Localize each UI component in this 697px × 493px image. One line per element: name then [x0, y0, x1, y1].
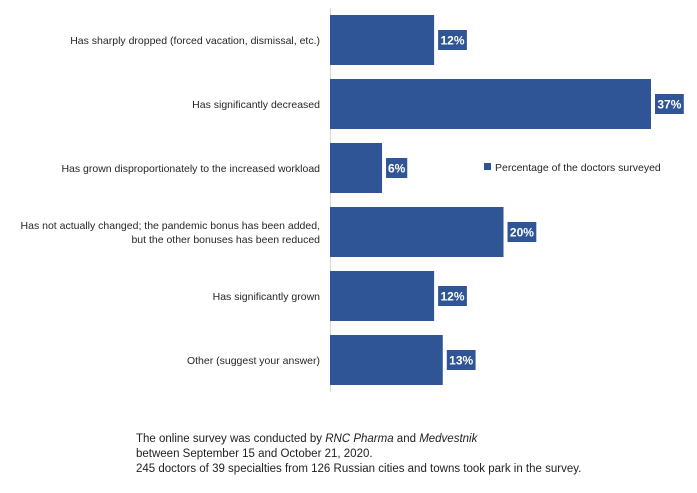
value-label-box	[446, 350, 476, 370]
category-label: Has significantly decreased	[192, 99, 320, 111]
note-line-1-mid: and	[393, 433, 420, 445]
survey-note: The online survey was conducted by RNC P…	[136, 432, 691, 477]
value-label-box	[507, 222, 537, 242]
category-label: Has not actually changed; the pandemic b…	[21, 220, 320, 232]
category-labels: Has sharply dropped (forced vacation, di…	[21, 35, 321, 367]
value-label: 37%	[657, 98, 681, 112]
bar	[330, 271, 435, 321]
value-label-box	[438, 30, 467, 50]
category-label: Has significantly grown	[213, 291, 321, 303]
bar	[330, 15, 435, 65]
category-label: Other (suggest your answer)	[187, 355, 320, 367]
value-label: 20%	[510, 226, 534, 240]
category-label: but the other bonuses has been reduced	[131, 234, 320, 246]
category-label: Has grown disproportionately to the incr…	[61, 163, 320, 175]
value-label: 12%	[440, 290, 464, 304]
bar	[330, 143, 383, 193]
bar	[330, 335, 443, 385]
note-rnc-pharma: RNC Pharma	[325, 433, 394, 445]
value-label-box	[386, 158, 408, 178]
bar	[330, 207, 504, 257]
value-label-box	[438, 286, 467, 306]
value-label: 12%	[440, 34, 464, 48]
note-line-3: 245 doctors of 39 specialties from 126 R…	[136, 463, 582, 475]
category-label: Has sharply dropped (forced vacation, di…	[70, 35, 320, 47]
legend-swatch	[484, 163, 491, 170]
bar	[330, 79, 651, 129]
value-label-box	[655, 94, 684, 114]
note-line-1-prefix: The online survey was conducted by	[136, 433, 326, 445]
value-label: 13%	[449, 354, 473, 368]
note-line-2: between September 15 and October 21, 202…	[136, 448, 373, 460]
legend-label: Percentage of the doctors surveyed	[495, 162, 661, 174]
legend: Percentage of the doctors surveyed	[484, 162, 661, 174]
value-label: 6%	[388, 162, 406, 176]
note-medvestnik: Medvestnik	[419, 433, 478, 445]
bars-layer: 12% 37% 6% 20% 12% 13%	[330, 15, 684, 385]
note-line-1: The online survey was conducted by RNC P…	[136, 432, 691, 447]
